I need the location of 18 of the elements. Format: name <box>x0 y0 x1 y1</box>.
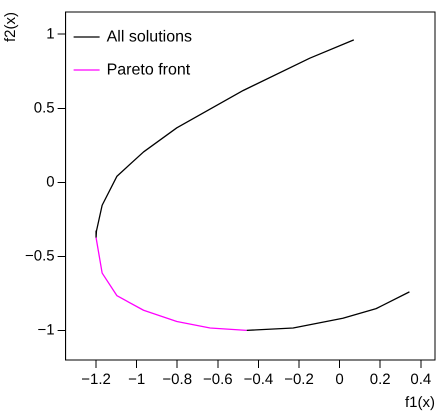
x-axis-title: f1(x) <box>405 394 436 412</box>
x-tick-label: −0.4 <box>244 371 274 388</box>
y-tick-label: 0.5 <box>34 99 55 116</box>
x-tick-label: −0.8 <box>162 371 192 388</box>
x-tick-label: −0.2 <box>284 371 314 388</box>
legend-label: Pareto front <box>106 61 191 78</box>
x-tick-label: 0.4 <box>410 371 432 388</box>
x-tick-label: −1 <box>128 371 146 388</box>
y-tick-label: 0 <box>46 173 55 190</box>
y-tick-label: 1 <box>46 25 55 42</box>
x-tick-label: 0 <box>335 371 344 388</box>
x-tick-label: −0.6 <box>203 371 233 388</box>
y-axis-title: f2(x) <box>2 12 20 42</box>
y-tick-label: −1 <box>38 322 55 339</box>
y-tick-label: −0.5 <box>24 247 55 264</box>
legend-label: All solutions <box>106 28 192 46</box>
x-tick-label: 0.2 <box>370 371 391 388</box>
x-tick-label: −1.2 <box>81 371 111 388</box>
